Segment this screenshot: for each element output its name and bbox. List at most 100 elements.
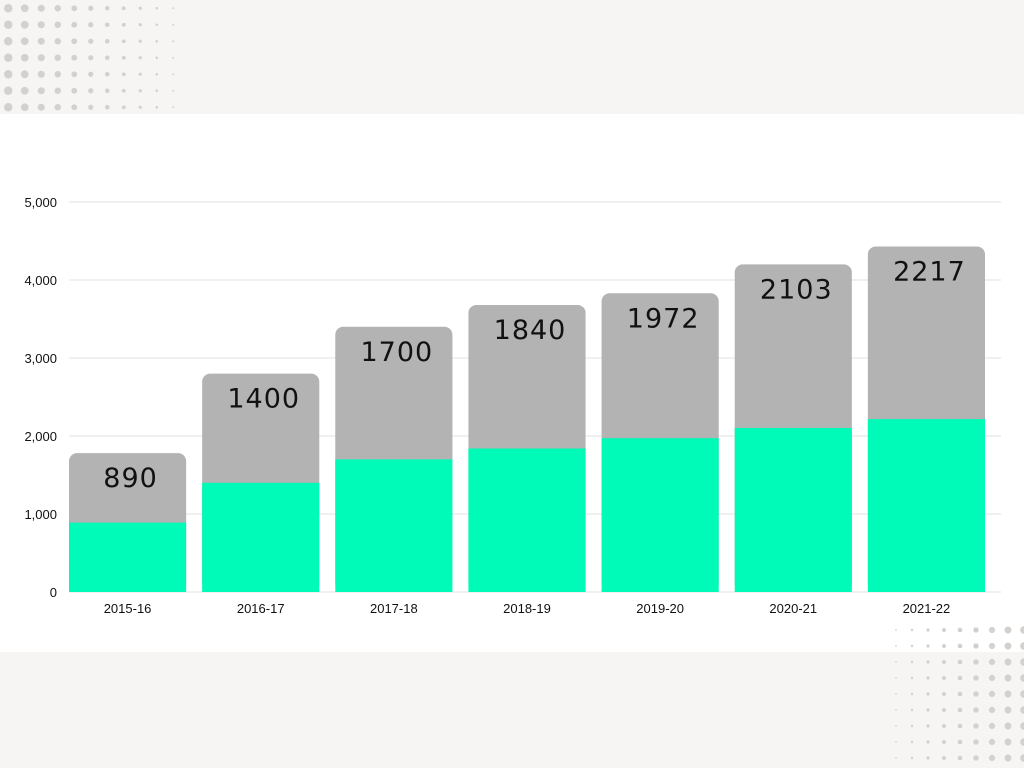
decorative-dot xyxy=(1020,626,1024,634)
decorative-dot xyxy=(1004,690,1012,698)
decorative-dot xyxy=(4,4,13,13)
x-tick-label: 2019-20 xyxy=(636,601,684,616)
decorative-dot xyxy=(172,89,175,92)
decorative-dot xyxy=(138,23,142,27)
bar-value xyxy=(335,459,453,592)
decorative-dot xyxy=(988,722,996,730)
decorative-dot xyxy=(942,692,946,696)
decorative-dot xyxy=(1004,706,1012,714)
decorative-dot xyxy=(54,21,61,28)
y-tick-label: 0 xyxy=(50,585,57,600)
decorative-dot xyxy=(1004,658,1012,666)
decorative-dot xyxy=(1020,722,1024,730)
decorative-dot xyxy=(54,54,61,61)
decorative-dot xyxy=(942,740,946,744)
decorative-dot xyxy=(104,5,110,11)
decorative-dot xyxy=(71,5,78,12)
decorative-dot xyxy=(942,660,946,664)
decorative-dot xyxy=(172,73,175,76)
decorative-dot xyxy=(910,692,914,696)
decorative-dot xyxy=(20,53,29,62)
decorative-dot xyxy=(20,20,29,29)
decorative-dot xyxy=(895,661,897,663)
decorative-dot xyxy=(942,676,946,680)
decorative-dot xyxy=(104,104,110,110)
decorative-dot xyxy=(895,693,897,695)
decorative-dot xyxy=(895,725,897,727)
decorative-dot xyxy=(121,105,126,110)
decorative-dot xyxy=(104,55,110,61)
decorative-dot xyxy=(1004,642,1012,650)
decorative-dot xyxy=(4,20,13,29)
decorative-dot xyxy=(155,89,159,93)
decorative-dot xyxy=(54,104,61,111)
decorative-dot xyxy=(138,72,142,76)
decorative-dot xyxy=(155,23,159,27)
data-label: 890 xyxy=(103,463,158,494)
decorative-dot xyxy=(1004,674,1012,682)
decorative-dot xyxy=(20,4,29,13)
decorative-dot xyxy=(926,628,930,632)
decorative-dot xyxy=(1020,738,1024,746)
x-tick-label: 2016-17 xyxy=(237,601,285,616)
decorative-dot xyxy=(71,21,78,28)
y-tick-label: 1,000 xyxy=(24,507,57,522)
decorative-dot xyxy=(973,643,979,649)
decorative-dot xyxy=(988,754,996,762)
decorative-dot xyxy=(37,70,45,78)
decorative-dot xyxy=(895,677,897,679)
y-tick-label: 4,000 xyxy=(24,273,57,288)
decorative-dot xyxy=(172,56,175,59)
decorative-dot xyxy=(37,87,45,95)
decorative-dot xyxy=(121,88,126,93)
decorative-dot xyxy=(942,708,946,712)
decorative-dot xyxy=(895,709,897,711)
y-tick-label: 3,000 xyxy=(24,351,57,366)
decorative-dot xyxy=(4,103,13,112)
bar-value xyxy=(202,482,320,592)
decorative-dot xyxy=(1020,658,1024,666)
decorative-dot xyxy=(54,71,61,78)
decorative-dot xyxy=(942,628,946,632)
data-label: 1700 xyxy=(360,337,433,368)
decorative-dot xyxy=(910,628,914,632)
decorative-dot xyxy=(1004,754,1012,762)
decorative-dot xyxy=(973,755,979,761)
decorative-dot xyxy=(926,644,930,648)
decorative-dot xyxy=(942,644,946,648)
decorative-dot xyxy=(988,658,996,666)
decorative-dot xyxy=(138,56,142,60)
decorative-dot xyxy=(926,708,930,712)
decorative-dot xyxy=(910,756,914,760)
decorative-dot xyxy=(926,660,930,664)
decorative-dot xyxy=(973,723,979,729)
x-tick-label: 2021-22 xyxy=(903,601,951,616)
decorative-dot xyxy=(1020,690,1024,698)
decorative-dot xyxy=(926,676,930,680)
decorative-dot xyxy=(88,22,94,28)
decorative-dot xyxy=(957,675,963,681)
decorative-dot-pattern-bottom-right xyxy=(895,626,1024,762)
decorative-dot xyxy=(957,691,963,697)
decorative-dot xyxy=(172,106,175,109)
decorative-dot xyxy=(988,690,996,698)
decorative-dot xyxy=(88,104,94,110)
decorative-dot xyxy=(37,4,45,12)
decorative-dot xyxy=(910,708,914,712)
data-label: 1972 xyxy=(627,303,700,334)
decorative-dot xyxy=(138,105,142,109)
decorative-dot xyxy=(988,706,996,714)
decorative-dot xyxy=(988,738,996,746)
decorative-dot xyxy=(910,740,914,744)
x-tick-label: 2017-18 xyxy=(370,601,418,616)
decorative-dot xyxy=(104,88,110,94)
y-tick-label: 5,000 xyxy=(24,195,57,210)
decorative-dot xyxy=(957,739,963,745)
decorative-dot xyxy=(973,659,979,665)
decorative-dot xyxy=(20,103,29,112)
decorative-dot xyxy=(121,55,126,60)
decorative-dot xyxy=(1004,722,1012,730)
decorative-dot xyxy=(973,739,979,745)
decorative-dot xyxy=(895,757,897,759)
decorative-dot xyxy=(1020,642,1024,650)
